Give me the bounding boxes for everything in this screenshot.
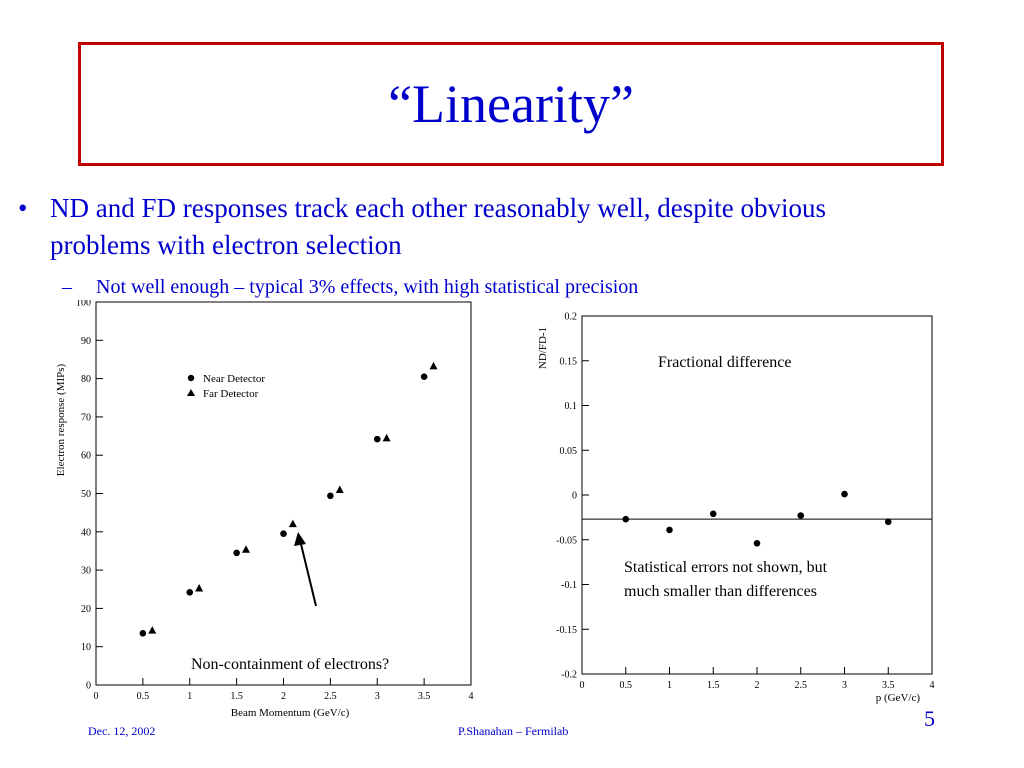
right-point-circle	[666, 526, 673, 534]
electron-response-chart: 0 0.5 1 1.5 2 2.5 3 3.5 40102030405060708090100 …	[55, 300, 474, 719]
left-x-axis-label: Beam Momentum (GeV/c)	[231, 707, 350, 719]
left-y-tick-label: 100	[76, 300, 91, 309]
right-x-tick-label: 3.5	[882, 680, 895, 691]
title-box: “Linearity”	[78, 42, 944, 166]
left-point-circle	[233, 549, 240, 557]
right-x-tick-label: 0.5	[620, 680, 633, 691]
right-y-tick-label: -0.05	[556, 535, 577, 546]
left-legend: Near Detector Far Detector	[187, 373, 265, 400]
bullet-dash: –	[62, 276, 72, 298]
left-point-circle	[186, 589, 194, 596]
right-y-tick-label: -0.15	[556, 625, 577, 636]
right-y-tick-label: -0.2	[561, 670, 577, 681]
right-y-axis-label: ND/FD-1	[537, 327, 549, 369]
bullet-sub-text: Not well enough – typical 3% effects, wi…	[96, 276, 639, 298]
annotation-non-containment: Non-containment of electrons?	[191, 656, 389, 673]
annotation-arrow-shaft	[299, 539, 317, 607]
right-y-tick-label: 0	[572, 491, 577, 502]
right-y-tick-label: 0.1	[565, 401, 578, 412]
right-x-tick-label: 3	[842, 680, 847, 691]
right-x-tick-label: 2	[755, 680, 760, 691]
left-y-tick-label: 10	[81, 642, 91, 653]
right-x-tick-label: 0	[580, 680, 585, 691]
right-x-tick-label: 4	[930, 680, 935, 691]
left-x-tick-label: 2.5	[324, 691, 337, 702]
legend-marker-far	[187, 389, 195, 396]
left-point-circle	[280, 530, 287, 538]
left-x-tick-label: 1	[187, 691, 192, 702]
footer-author: P.Shanahan – Fermilab	[458, 724, 569, 738]
right-point-circle	[622, 515, 630, 523]
left-point-circle	[327, 492, 334, 500]
left-y-tick-label: 80	[81, 374, 91, 385]
left-y-tick-label: 0	[86, 681, 91, 692]
left-point-triangle	[195, 583, 204, 592]
left-x-tick-label: 0.5	[137, 691, 150, 702]
right-x-tick-label: 2.5	[795, 680, 808, 691]
right-y-tick-label: 0.05	[560, 446, 578, 457]
left-y-tick-label: 70	[81, 412, 91, 423]
left-y-axis-label: Electron response (MIPs)	[55, 363, 67, 476]
left-x-tick-label: 3	[375, 691, 380, 702]
right-y-tick-label: -0.1	[561, 580, 577, 591]
right-x-tick-label: 1.5	[707, 680, 720, 691]
annotation-fractional-difference: Fractional difference	[658, 354, 791, 371]
left-y-tick-label: 90	[81, 336, 91, 347]
left-point-triangle	[382, 433, 391, 442]
right-chart-frame	[581, 315, 933, 675]
fractional-difference-chart: 0 0.5 1 1.5 2 2.5 3 3.5 4 0.2 0.15 0.1 0.05 0 -0.05 -0.…	[537, 312, 935, 705]
annotation-arrow-head	[294, 532, 306, 546]
left-y-tick-label: 30	[81, 566, 91, 577]
footer-date: Dec. 12, 2002	[88, 724, 156, 738]
left-point-circle	[139, 629, 147, 637]
legend-label-near: Near Detector	[203, 373, 265, 385]
annotation-statistical-errors: Statistical errors not shown, but much sm…	[624, 559, 828, 600]
right-y-tick-label: 0.15	[560, 356, 578, 367]
legend-marker-near	[187, 374, 195, 382]
right-x-axis-label: p (GeV/c)	[876, 692, 921, 704]
left-x-tick-label: 0	[94, 691, 99, 702]
bullet-dot: •	[18, 193, 28, 223]
left-point-triangle	[148, 626, 157, 634]
left-point-triangle	[242, 545, 250, 553]
left-x-tick-label: 2	[281, 691, 286, 702]
right-point-circle	[753, 540, 761, 547]
left-point-triangle	[429, 361, 438, 370]
left-point-triangle	[288, 519, 297, 528]
right-point-circle	[709, 510, 717, 518]
left-y-tick-label: 20	[81, 604, 91, 615]
left-point-triangle	[335, 485, 344, 494]
left-x-tick-label: 3.5	[418, 691, 431, 702]
right-point-circle	[841, 490, 848, 498]
left-x-tick-label: 1.5	[230, 691, 243, 702]
bullet-main-text: ND and FD responses track each other rea…	[50, 193, 827, 260]
right-x-tick-label: 1	[667, 680, 672, 691]
left-y-tick-label: 40	[81, 527, 91, 538]
slide-title: “Linearity”	[388, 74, 634, 134]
right-point-circle	[797, 512, 805, 519]
legend-label-far: Far Detector	[203, 388, 259, 400]
right-y-tick-label: 0.2	[565, 312, 578, 323]
left-x-tick-label: 4	[469, 691, 474, 702]
left-point-circle	[373, 435, 381, 443]
page-number: 5	[924, 706, 935, 731]
right-point-circle	[884, 518, 892, 526]
left-y-tick-label: 60	[81, 451, 91, 462]
left-point-circle	[420, 373, 428, 380]
left-y-tick-label: 50	[81, 489, 91, 500]
